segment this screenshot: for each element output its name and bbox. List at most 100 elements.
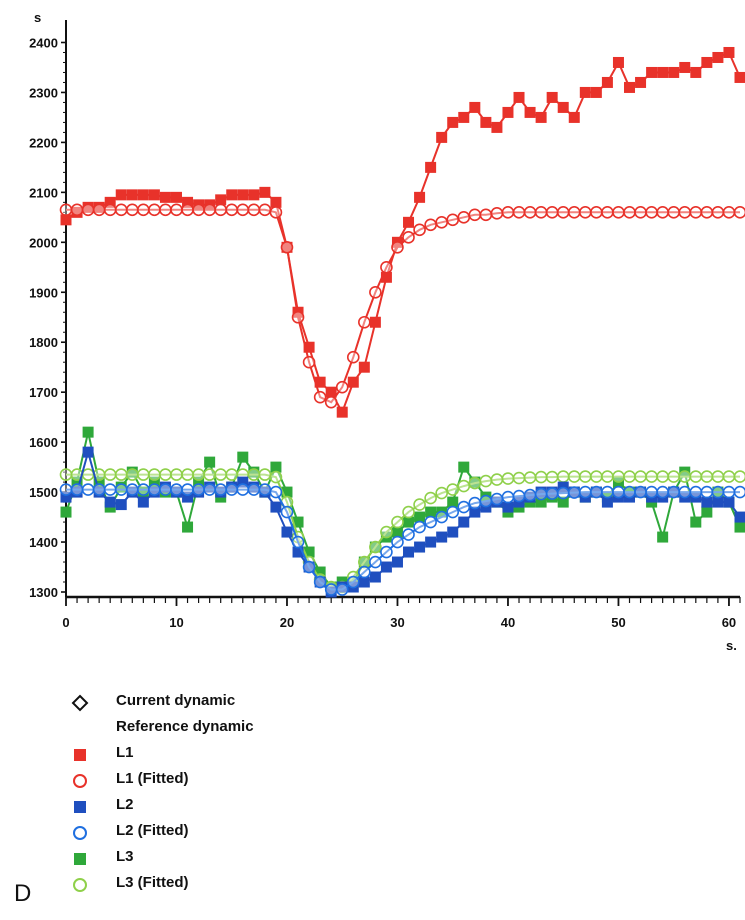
data-point-l3-fitted: [225, 468, 239, 481]
data-point-l3-fitted: [170, 468, 183, 481]
data-point-l3-fitted: [601, 470, 614, 483]
data-point-l1-fitted: [70, 203, 84, 217]
data-point-l3-fitted: [567, 470, 581, 483]
legend-label: L1 (Fitted): [116, 770, 189, 787]
data-point-l3-fitted: [512, 471, 526, 485]
data-point-l3-fitted: [623, 470, 636, 483]
data-point-l2: [458, 516, 470, 528]
data-point-l3-fitted: [391, 515, 404, 529]
data-point-l2-fitted: [468, 496, 482, 510]
data-point-l2: [159, 481, 171, 493]
data-point-l2: [126, 486, 138, 498]
data-point-l2: [137, 496, 149, 508]
data-point-l1-fitted: [413, 223, 426, 237]
legend-label: L3 (Fitted): [116, 874, 189, 891]
data-point-l3: [734, 521, 745, 533]
data-point-l1-fitted: [214, 203, 227, 217]
data-point-l3-fitted: [501, 472, 515, 485]
data-point-l3-fitted: [479, 474, 493, 488]
data-point-l2-fitted: [181, 483, 194, 496]
data-point-l1-fitted: [81, 203, 95, 217]
data-point-l2: [469, 506, 481, 518]
data-point-l2-fitted: [590, 485, 603, 499]
data-point-l3: [314, 566, 326, 578]
data-point-l1-fitted: [369, 285, 382, 299]
data-point-l3-fitted: [380, 525, 393, 539]
data-point-l2-fitted: [623, 485, 636, 499]
data-point-l2: [193, 486, 205, 498]
data-point-l3: [93, 476, 105, 488]
data-point-l2: [369, 571, 381, 583]
data-point-l3-fitted: [446, 483, 460, 496]
data-point-l3: [60, 506, 72, 518]
data-point-l2-fitted: [192, 483, 205, 496]
data-point-l3-fitted: [523, 471, 537, 484]
data-point-l2: [215, 486, 227, 498]
data-point-l2-fitted: [711, 485, 725, 499]
data-point-l1-fitted: [258, 203, 272, 217]
data-point-l1-fitted: [523, 206, 537, 219]
data-point-l1-fitted: [380, 260, 393, 274]
data-point-l1-fitted: [181, 203, 194, 217]
data-point-l1-fitted: [501, 206, 515, 219]
data-point-l1-fitted: [103, 203, 117, 217]
data-point-l1-fitted: [247, 203, 261, 217]
square-marker-icon: [70, 849, 90, 869]
data-point-l1: [579, 86, 591, 98]
data-point-l1-fitted: [291, 310, 305, 324]
data-point-l1: [557, 101, 569, 113]
data-point-l2-fitted: [413, 520, 426, 534]
data-point-l1-fitted: [534, 206, 548, 219]
data-point-l1: [535, 111, 547, 123]
data-point-l2: [82, 446, 94, 458]
data-point-l1: [325, 386, 337, 398]
data-point-l2: [380, 561, 392, 573]
data-point-l2: [491, 496, 503, 508]
data-point-l2-fitted: [137, 483, 150, 496]
data-point-l3-fitted: [545, 470, 559, 484]
data-point-l1: [447, 116, 459, 128]
data-point-l2: [226, 481, 238, 493]
data-point-l3-fitted: [556, 470, 570, 483]
data-point-l3-fitted: [656, 470, 669, 483]
data-point-l2: [170, 486, 182, 498]
data-point-l2-fitted: [424, 515, 437, 529]
data-point-l2-fitted: [435, 510, 448, 524]
y-tick-label: 1700: [29, 385, 58, 400]
data-point-l2-fitted: [59, 483, 73, 496]
data-point-l2-fitted: [258, 483, 272, 496]
data-point-l1: [646, 66, 658, 78]
data-point-l1-fitted: [612, 206, 625, 219]
data-point-l3: [115, 481, 127, 493]
data-point-l3: [182, 521, 194, 533]
data-point-l3-fitted: [59, 468, 73, 481]
data-point-l1: [458, 111, 470, 123]
data-point-l3: [690, 516, 702, 528]
data-point-l1-fitted: [59, 203, 73, 217]
data-point-l1: [380, 271, 392, 283]
data-point-l1-fitted: [601, 206, 614, 219]
data-point-l1: [237, 189, 249, 201]
data-point-l1-fitted: [335, 380, 349, 394]
data-point-l1-fitted: [269, 206, 283, 219]
data-point-l2: [734, 511, 745, 523]
data-point-l2-fitted: [81, 483, 95, 496]
data-point-l3-fitted: [711, 470, 725, 483]
data-point-l1: [425, 161, 437, 173]
data-point-l2: [701, 496, 713, 508]
data-point-l1: [60, 214, 72, 226]
data-point-l3: [403, 516, 415, 528]
data-point-l3-fitted: [612, 470, 625, 483]
data-point-l2: [148, 486, 160, 498]
data-point-l1-fitted: [590, 206, 603, 219]
data-point-l1: [170, 191, 182, 203]
data-point-l1: [226, 189, 238, 201]
data-point-l1: [679, 61, 691, 73]
data-point-l1: [248, 189, 260, 201]
data-point-l1-fitted: [280, 241, 294, 254]
data-point-l1: [712, 51, 724, 63]
data-point-l3-fitted: [269, 470, 283, 484]
x-tick-label: 50: [611, 615, 625, 630]
data-point-l2: [601, 496, 613, 508]
data-point-l2-fitted: [634, 485, 647, 499]
